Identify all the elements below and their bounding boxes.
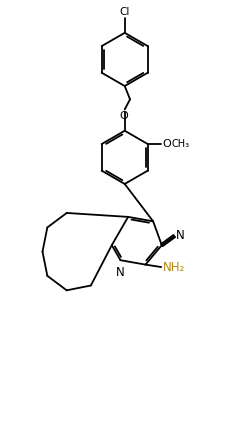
Text: O: O xyxy=(162,139,171,149)
Text: CH₃: CH₃ xyxy=(171,139,189,149)
Text: O: O xyxy=(119,111,128,121)
Text: N: N xyxy=(116,265,125,279)
Text: N: N xyxy=(176,230,185,243)
Text: NH₂: NH₂ xyxy=(163,261,185,274)
Text: Cl: Cl xyxy=(120,7,130,17)
